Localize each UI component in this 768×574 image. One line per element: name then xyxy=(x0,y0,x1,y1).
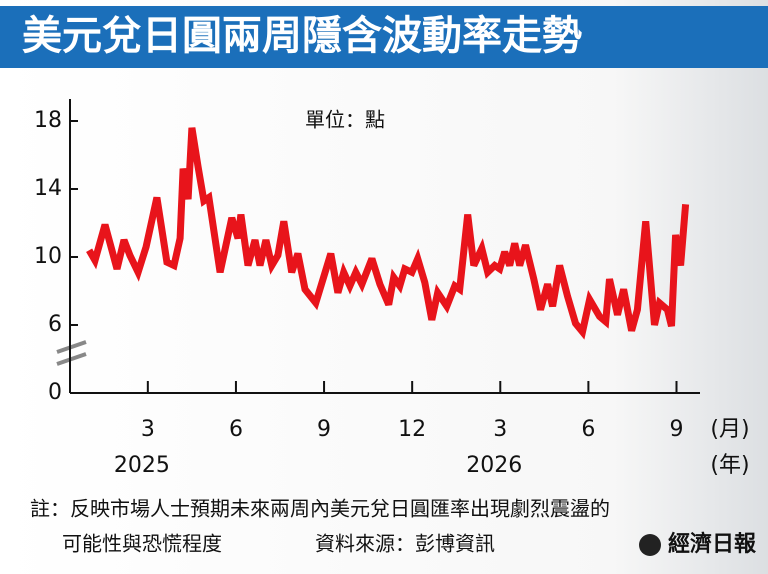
x-tick-label: 6 xyxy=(581,417,595,442)
x-tick-label: 9 xyxy=(670,417,684,442)
x-tick-label: 3 xyxy=(493,417,507,442)
title-banner xyxy=(0,6,768,68)
note: 可能性與恐慌程度 xyxy=(62,532,222,556)
y-tick-label: 0 xyxy=(48,380,62,405)
note: 註：反映市場人士預期未來兩周內美元兌日圓匯率出現劇烈震盪的 xyxy=(30,497,610,521)
year-label: 2026 xyxy=(466,453,522,478)
x-tick-label: 12 xyxy=(398,417,426,442)
year-unit: (年) xyxy=(710,453,749,478)
source: 資料來源：彭博資訊 xyxy=(315,532,495,556)
x-tick-label: 3 xyxy=(141,417,155,442)
x-tick-label: 6 xyxy=(229,417,243,442)
x-unit: (月) xyxy=(710,417,749,442)
publisher-logo xyxy=(639,534,661,556)
chart-title: 美元兌日圓兩周隱含波動率走勢 xyxy=(22,13,582,59)
y-tick-label: 10 xyxy=(34,244,62,269)
unit-label: 單位：點 xyxy=(305,108,385,132)
year-label: 2025 xyxy=(114,453,170,478)
axis-break xyxy=(56,340,87,366)
x-tick-label: 9 xyxy=(317,417,331,442)
y-tick-label: 14 xyxy=(34,176,62,201)
data-line xyxy=(86,127,690,340)
y-tick-label: 18 xyxy=(34,108,62,133)
y-tick-label: 6 xyxy=(48,312,62,337)
publisher: 經濟日報 xyxy=(668,531,757,557)
